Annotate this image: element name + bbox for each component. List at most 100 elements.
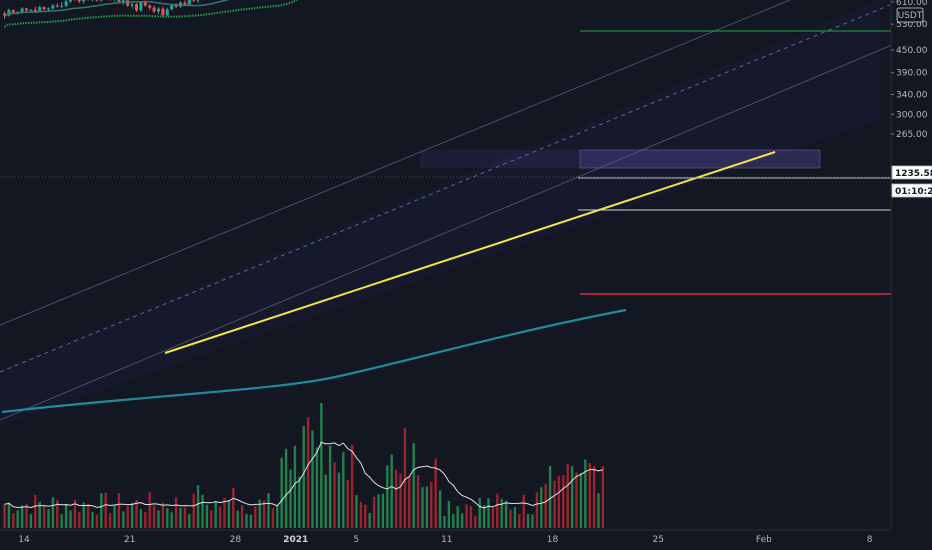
volume-bar — [240, 505, 244, 528]
volume-bar — [223, 497, 226, 528]
volume-bar — [86, 504, 90, 528]
volume-bar — [469, 506, 473, 528]
volume-bar — [192, 493, 195, 528]
volume-bar — [60, 514, 63, 528]
channel-mid-line[interactable] — [0, 4, 891, 373]
candle — [130, 2, 134, 9]
volume-bar — [179, 507, 182, 528]
volume-bar — [575, 472, 578, 528]
volume-bar — [526, 514, 530, 528]
price-tick-label: 300.00 — [896, 110, 928, 120]
volume-bar — [34, 494, 37, 528]
candle — [114, 0, 115, 2]
support-trendline[interactable] — [164, 151, 776, 354]
volume-bar — [157, 510, 160, 528]
volume-bar — [152, 505, 156, 528]
candle — [157, 7, 160, 15]
channel-upper-line[interactable] — [0, 0, 791, 326]
volume-bar — [236, 510, 239, 528]
volume-bar — [500, 498, 503, 528]
volume-bar — [258, 499, 261, 528]
volume-bar — [399, 473, 402, 528]
volume-bar — [359, 501, 363, 528]
volume-bar — [69, 510, 72, 528]
volume-bar — [496, 493, 499, 528]
range-box-inner[interactable] — [579, 149, 821, 169]
volume-bar — [553, 480, 556, 528]
volume-bar — [38, 501, 41, 528]
volume-bar — [588, 463, 591, 528]
ma-200-line — [1, 308, 627, 414]
time-tick-label: Feb — [756, 535, 772, 545]
volume-bar — [214, 501, 217, 528]
countdown-tag — [891, 183, 932, 198]
volume-bar — [205, 504, 209, 528]
channel-lower-line[interactable] — [0, 44, 893, 421]
time-tick-label: 28 — [230, 535, 242, 545]
volume-bar — [513, 507, 517, 528]
volume-bar — [12, 513, 15, 528]
volume-bar — [16, 510, 19, 528]
volume-bar — [82, 502, 85, 528]
volume-bar — [117, 493, 121, 528]
volume-bar — [548, 465, 552, 528]
candle — [33, 6, 37, 13]
volume-bar — [271, 508, 275, 528]
volume-bar — [518, 514, 521, 528]
volume-bar — [386, 465, 389, 528]
price-tick-label: 265.00 — [896, 130, 928, 140]
volume-bar — [416, 475, 420, 528]
volume-bar — [289, 469, 292, 528]
volume-bar — [487, 498, 490, 528]
current-price-tag[interactable]: 1235.58 — [891, 165, 932, 180]
candle — [92, 0, 93, 2]
volume-bar — [73, 499, 77, 528]
currency-label: USDT — [898, 11, 923, 21]
price-axis[interactable]: 2200.001800.001500.001300.001150.00950.0… — [890, 0, 932, 550]
candle — [60, 2, 64, 9]
range-box[interactable] — [420, 150, 820, 168]
volume-bar — [584, 459, 587, 528]
candle — [25, 7, 28, 12]
volume-bar — [298, 476, 301, 528]
volume-bar — [465, 504, 468, 528]
candle — [139, 1, 143, 12]
volume-bar — [333, 462, 336, 528]
volume-bar — [320, 403, 323, 528]
volume-bar — [474, 515, 477, 528]
volume-bar — [540, 487, 543, 528]
volume-bar — [201, 494, 204, 528]
time-axis[interactable]: 14 21 28 2021 5 11 18 25 Feb 8 — [0, 529, 932, 550]
volume-bar — [425, 486, 429, 528]
volume-bar — [100, 493, 103, 528]
volume-bar — [51, 497, 55, 528]
volume-bar — [342, 452, 345, 528]
volume-bar — [438, 490, 442, 528]
volume-bar — [421, 487, 424, 528]
volume-bar — [403, 428, 407, 528]
volume-bar — [390, 454, 393, 528]
volume-bar — [113, 505, 116, 528]
volume-histogram — [3, 403, 605, 528]
volume-bar — [535, 492, 539, 528]
volume-bar — [394, 469, 398, 528]
volume-bar — [557, 476, 561, 528]
volume-bar — [29, 514, 33, 528]
volume-bar — [139, 509, 143, 528]
volume-bar — [328, 445, 332, 528]
volume-bar — [47, 509, 50, 528]
current-price-value: 1235.58 — [895, 169, 932, 179]
volume-bar — [210, 510, 213, 528]
time-axis-bg — [0, 530, 932, 550]
volume-bar — [249, 514, 253, 528]
time-tick-label: 8 — [867, 535, 873, 545]
volume-bar — [42, 506, 46, 528]
price-tick-label: 450.00 — [896, 46, 928, 56]
candle — [174, 3, 178, 9]
volume-bar — [91, 511, 94, 528]
currency-badge[interactable] — [896, 7, 924, 23]
volume-bar — [293, 445, 297, 528]
volume-bar — [302, 426, 305, 528]
